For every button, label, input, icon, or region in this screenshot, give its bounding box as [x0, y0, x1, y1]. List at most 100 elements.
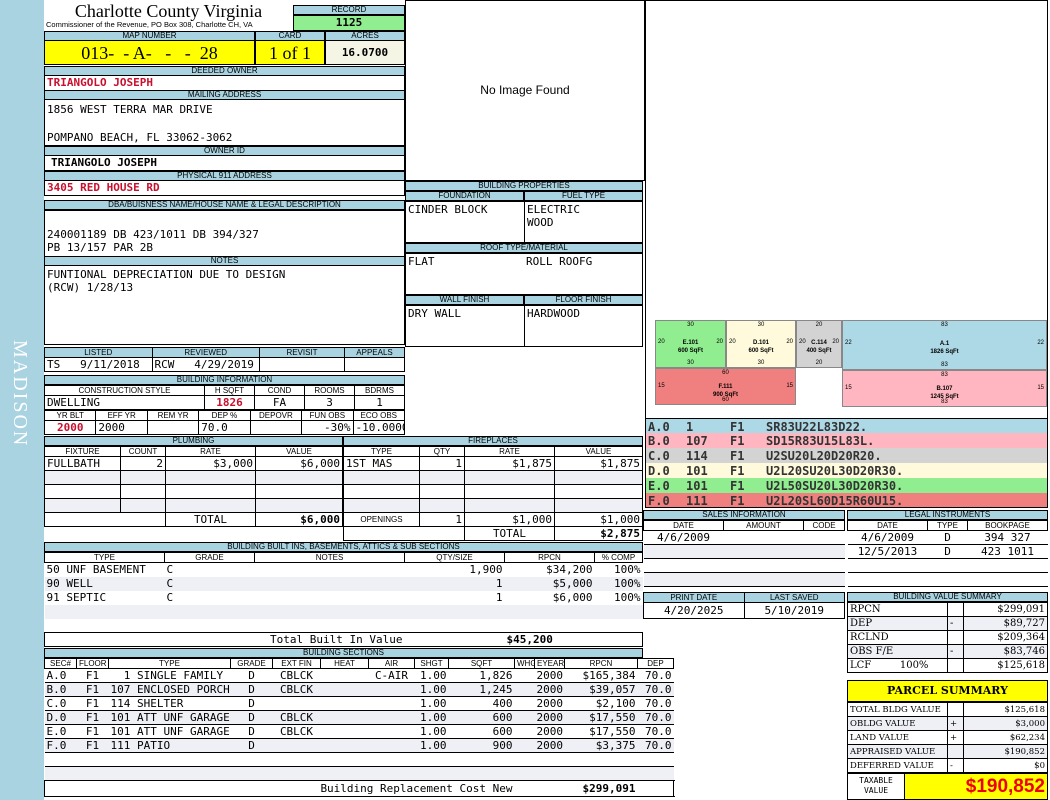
dba-label: DBA/BUISNESS NAME/HOUSE NAME & LEGAL DES…	[44, 200, 405, 210]
section-row: D.0 F1 101 ATT UNF GARAGE D CBLCK 1.00 600 2000…	[44, 710, 674, 725]
parcel-row-cell: DEFERRED VALUE	[847, 758, 948, 773]
section-row-cell	[448, 766, 515, 781]
value-summary-row: RPCN $299,091	[847, 602, 1048, 617]
sale-row	[643, 558, 845, 573]
fireplace-row-cell: 1ST MAS	[343, 456, 420, 471]
value-summary-row-cell: RCLND	[847, 630, 948, 645]
built-in-row	[44, 604, 643, 619]
depreciation-override	[249, 420, 303, 435]
section-row-cell	[76, 766, 109, 781]
sketch-section-sqft: 1826 SqFt	[930, 349, 959, 356]
section-row-cell: F.0	[44, 738, 77, 753]
fireplace-row-cell: $1,875	[554, 456, 643, 471]
sketch-section-sqft: 400 SqFt	[806, 348, 832, 355]
value-summary-row-cell: OBS F/E	[847, 644, 948, 659]
legal-row-cell	[847, 572, 928, 587]
sketch-legend-cell: U2L20SU20L30D20R30.	[766, 464, 904, 478]
roof-label: ROOF TYPE/MATERIAL	[405, 243, 643, 253]
section-row-cell	[368, 710, 415, 725]
section-row-cell: 1.00	[414, 696, 449, 711]
section-row	[44, 752, 674, 767]
year-built: 2000	[43, 420, 97, 435]
openings-qty: 1	[419, 512, 465, 527]
section-row-cell: 2000	[534, 710, 565, 725]
section-row-cell	[414, 766, 449, 781]
section-row-cell	[534, 766, 565, 781]
dimension-bottom: 30	[757, 360, 765, 366]
fireplace-row-cell	[464, 498, 555, 513]
rooms: 3	[304, 395, 355, 410]
built-in-row-cell	[165, 619, 255, 633]
section-row-cell: D.0	[44, 710, 77, 725]
section-row-cell: F1	[76, 710, 109, 725]
section-row-cell: D	[230, 738, 273, 753]
plumbing-row: FULLBATH 2 $3,000 $6,000	[44, 456, 343, 471]
section-row-cell	[368, 682, 415, 697]
parcel-summary: PARCEL SUMMARY TOTAL BLDG VALUE $125,618 O…	[847, 680, 1048, 800]
openings-label: OPENINGS	[343, 512, 420, 527]
fireplace-row-cell	[343, 498, 420, 513]
sketch-legend-row: A.0 1 F1 SR83U22L83D22.	[645, 418, 1048, 434]
dimension-top: 83	[941, 372, 948, 378]
property-image: No Image Found	[405, 0, 645, 181]
legal-row-cell: D	[927, 530, 968, 545]
sketch-section: E.101 600 SqFt 30 30 20 20	[655, 320, 726, 368]
built-in-row-cell	[505, 619, 595, 633]
section-row-cell	[320, 738, 369, 753]
fireplaces-title: FIREPLACES	[343, 436, 643, 446]
value-summary-row-cell	[947, 602, 964, 617]
built-in-total: $45,200	[504, 632, 595, 647]
built-in-row-cell	[44, 604, 165, 619]
column-header: DATE	[643, 520, 724, 531]
section-row-cell	[320, 668, 369, 683]
fireplace-row-cell: $1,875	[464, 456, 555, 471]
legal-row-cell	[927, 572, 968, 587]
sketch-section-id: C.114	[811, 340, 827, 347]
plumbing: PLUMBING FIXTURE COUNT RATE VALUE FULLBATH 2 $…	[44, 436, 343, 527]
last-saved-label: LAST SAVED	[743, 592, 845, 603]
column-header: QTY/SIZE	[404, 552, 505, 563]
print-date-label: PRINT DATE	[643, 592, 745, 603]
building-information: BUILDING INFORMATION CONSTRUCTION STYLE H…	[43, 375, 406, 435]
sketch-legend-cell: D.0	[648, 464, 670, 478]
section-row-cell	[44, 752, 77, 767]
section-row-cell	[637, 752, 674, 767]
sale-row	[643, 544, 845, 559]
built-in-row-cell: 50 UNF BASEMENT	[46, 563, 146, 577]
section-row-cell	[320, 710, 369, 725]
built-ins: BUILDING BUILT INS, BASEMENTS, ATTICS & …	[44, 542, 643, 647]
column-header: SEC#	[44, 658, 77, 669]
section-row-cell: 1.00	[414, 724, 449, 739]
sketch-section: C.114 400 SqFt 20 20 20 20	[796, 320, 842, 368]
replacement-cost-total: $299,091	[514, 780, 638, 797]
section-row-cell	[514, 668, 535, 683]
column-header: AMOUNT	[723, 520, 804, 531]
mailing-line-2: POMPANO BEACH, FL 33062-3062	[47, 131, 233, 144]
plumbing-row-cell: $3,000	[165, 456, 256, 471]
section-row-cell: 107 ENCLOSED PORCH	[108, 682, 231, 697]
sales-title: SALES INFORMATION	[643, 510, 845, 520]
section-row-cell	[272, 738, 321, 753]
reviewed-label: REVIEWED	[151, 347, 260, 358]
fireplaces-total: $2,875	[554, 526, 643, 541]
legal-row-cell: D	[927, 544, 968, 559]
fireplace-row	[343, 498, 643, 513]
legal-row-cell	[967, 558, 1048, 573]
value-summary-row-cell: -	[947, 616, 964, 631]
deeded-owner: TRIANGOLO JOSEPH	[44, 75, 405, 91]
sketch-area	[645, 0, 1048, 418]
value-summary-row: OBS F/E - $83,746	[847, 644, 1048, 659]
plumbing-row-cell	[120, 498, 166, 513]
dimension-top: 20	[815, 322, 823, 328]
fireplace-row-cell: 1	[419, 456, 465, 471]
sketch-legend-cell: B.0	[648, 434, 670, 448]
section-row-cell: 900	[448, 738, 515, 753]
column-header: % COMP	[594, 552, 643, 563]
listed-label: LISTED	[44, 347, 153, 358]
parcel-row-cell: $3,000	[963, 716, 1048, 731]
appeals-label: APPEALS	[344, 347, 405, 358]
plumbing-row	[44, 484, 343, 499]
openings-value: $1,000	[554, 512, 643, 527]
plumbing-title: PLUMBING	[44, 436, 343, 446]
built-in-row-cell: $34,200	[546, 563, 593, 577]
